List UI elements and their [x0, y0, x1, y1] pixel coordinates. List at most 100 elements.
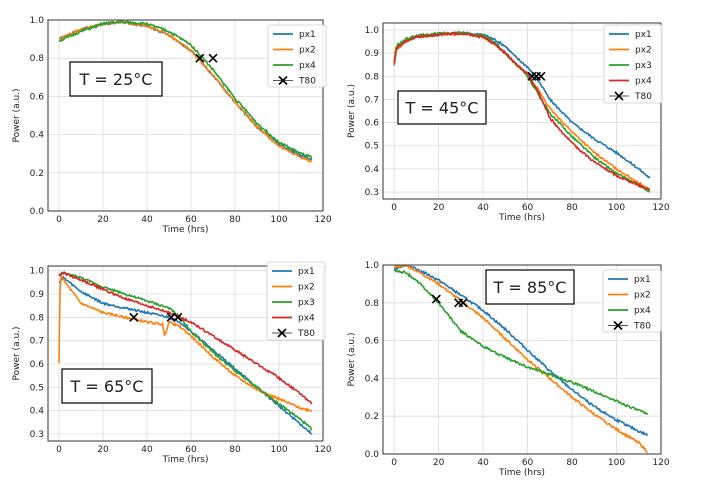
legend-label: px1 [634, 275, 651, 285]
y-tick-label: 0.8 [365, 299, 380, 309]
legend-label: px4 [634, 306, 651, 316]
y-tick-label: 1.0 [30, 267, 45, 277]
y-tick-label: 1.0 [365, 261, 380, 271]
x-tick-label: 100 [270, 215, 287, 225]
x-tick-label: 100 [608, 458, 625, 468]
panel-45c: 0 20 40 60 80 100 120 0.3 0.4 0.5 0.6 0.7 0.8 0.9 1.0 T… [347, 22, 670, 223]
x-tick-label: 0 [391, 203, 397, 213]
legend-label: px1 [298, 267, 315, 277]
series-line-px2 [58, 272, 313, 413]
y-tick-label: 0.0 [30, 207, 45, 217]
legend-label: px4 [298, 314, 315, 324]
legend-label: px2 [298, 283, 315, 293]
y-tick-label: 0.0 [365, 450, 380, 460]
x-tick-label: 20 [97, 445, 109, 455]
panel-85c: 0 20 40 60 80 100 120 0.0 0.2 0.4 0.6 0.8 1.0 Time (h… [347, 261, 670, 478]
series-line-px2 [393, 265, 648, 454]
x-tick-label: 40 [141, 215, 153, 225]
x-tick-label: 100 [270, 445, 287, 455]
y-tick-label: 0.7 [30, 337, 44, 347]
y-axis-label: Power (a.u.) [347, 332, 357, 386]
panel-25c: 0 20 40 60 80 100 120 0.0 0.2 0.4 0.6 0.8 1.0 Time (h… [12, 16, 332, 235]
y-tick-label: 0.2 [30, 169, 44, 179]
legend-label: T80 [634, 92, 652, 102]
legend-label: px1 [299, 30, 316, 40]
y-tick-label: 0.4 [30, 131, 45, 141]
y-tick-label: 1.0 [365, 26, 380, 36]
y-axis-label: Power (a.u.) [12, 88, 22, 142]
y-tick-label: 0.9 [30, 290, 45, 300]
plot-area [58, 271, 313, 435]
legend: px1 px2 px3 px4 T80 [266, 261, 326, 341]
x-tick-label: 120 [652, 203, 669, 213]
y-axis-label: Power (a.u.) [347, 84, 357, 138]
x-tick-label: 80 [229, 215, 241, 225]
x-tick-label: 0 [56, 215, 62, 225]
title-box [397, 90, 487, 125]
panel-title: T = 65°C [70, 377, 144, 396]
series-line-px4 [393, 31, 650, 191]
x-tick-label: 80 [229, 445, 241, 455]
y-tick-label: 0.2 [365, 412, 379, 422]
t80-marker [208, 53, 218, 63]
legend: px1 px2 px4 T80 [602, 269, 662, 333]
axes-frame [47, 265, 324, 442]
legend-label: px3 [298, 298, 315, 308]
title-box [61, 368, 153, 404]
legend-label: T80 [298, 77, 316, 87]
x-tick-label: 120 [314, 215, 331, 225]
y-tick-label: 0.4 [365, 165, 380, 175]
y-axis-label: Power (a.u.) [12, 326, 22, 380]
x-tick-label: 40 [477, 203, 489, 213]
t80-marker [129, 312, 139, 322]
x-axis-label: Time (hrs) [498, 468, 545, 478]
y-tick-label: 0.8 [30, 313, 45, 323]
x-tick-label: 80 [566, 458, 578, 468]
y-tick-label: 0.4 [365, 374, 380, 384]
x-axis-label: Time (hrs) [161, 455, 208, 465]
axes-frame [382, 264, 662, 455]
x-tick-label: 120 [314, 445, 331, 455]
panel-title: T = 45°C [405, 99, 479, 118]
x-tick-label: 20 [97, 215, 109, 225]
legend-label: px4 [635, 77, 652, 87]
y-tick-label: 0.6 [365, 337, 380, 347]
y-tick-label: 0.3 [365, 188, 379, 198]
y-tick-label: 0.6 [365, 119, 380, 129]
title-box [485, 269, 575, 305]
legend: px1 px2 px3 px4 T80 [603, 24, 663, 104]
title-box [69, 61, 163, 97]
x-tick-label: 80 [566, 203, 578, 213]
legend-label: T80 [633, 322, 651, 332]
legend-label: px4 [299, 61, 316, 71]
x-tick-label: 60 [185, 445, 197, 455]
y-tick-label: 1.0 [30, 16, 45, 26]
plot-area [393, 30, 651, 193]
legend-label: T80 [297, 329, 315, 339]
x-tick-label: 0 [56, 445, 62, 455]
x-tick-label: 60 [522, 458, 534, 468]
t80-marker [195, 53, 205, 63]
x-tick-label: 20 [433, 458, 445, 468]
y-tick-label: 0.5 [365, 142, 379, 152]
x-axis-label: Time (hrs) [498, 213, 545, 223]
t80-marker [536, 71, 546, 81]
y-tick-label: 0.5 [30, 383, 44, 393]
y-tick-label: 0.8 [365, 72, 380, 82]
legend-label: px3 [635, 61, 652, 71]
series-line-px3 [393, 30, 651, 193]
x-tick-label: 60 [185, 215, 197, 225]
x-tick-label: 0 [391, 458, 397, 468]
panel-title: T = 25°C [79, 70, 153, 89]
y-tick-label: 0.6 [30, 360, 45, 370]
series-line-px1 [58, 275, 313, 435]
x-tick-label: 100 [608, 203, 625, 213]
panel-65c: 0 20 40 60 80 100 120 0.3 0.4 0.5 0.6 0.7 0.8 0.9 1.0 T… [12, 261, 332, 465]
y-tick-label: 0.7 [365, 95, 379, 105]
y-tick-label: 0.6 [30, 92, 45, 102]
legend-label: px2 [635, 46, 652, 56]
series-line-px4 [58, 271, 313, 405]
panel-title: T = 85°C [493, 278, 567, 297]
x-tick-label: 40 [477, 458, 489, 468]
